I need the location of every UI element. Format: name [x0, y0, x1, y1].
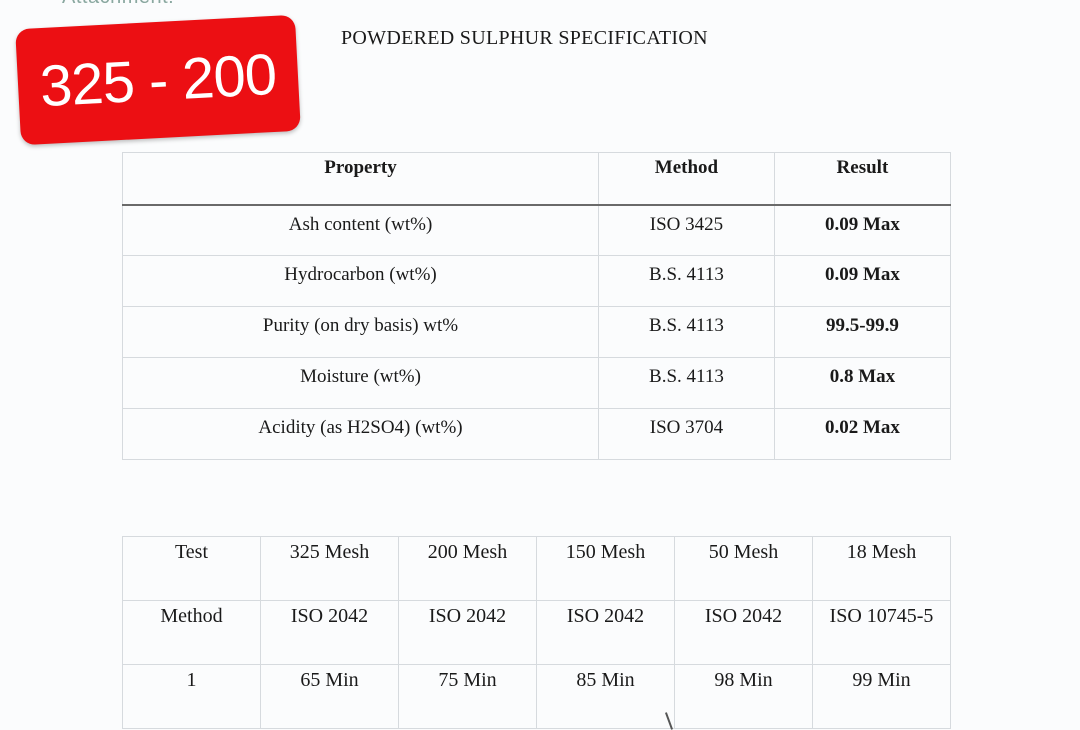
method-cell: B.S. 4113	[598, 357, 775, 409]
method-cell: B.S. 4113	[598, 306, 775, 358]
mesh-cell: 200 Mesh	[398, 536, 537, 601]
mesh-cell: 65 Min	[260, 664, 399, 729]
table-row: Moisture (wt%) B.S. 4113 0.8 Max	[121, 357, 952, 409]
table-row: Ash content (wt%) ISO 3425 0.09 Max	[121, 204, 952, 256]
row-label-cell: Method	[122, 600, 261, 665]
row-label-cell: Test	[122, 536, 261, 601]
mesh-cell: 18 Mesh	[812, 536, 951, 601]
mesh-cell: 50 Mesh	[674, 536, 813, 601]
mesh-cell: 85 Min	[536, 664, 675, 729]
badge-text: 325 - 200	[38, 41, 278, 119]
mesh-cell: ISO 2042	[674, 600, 813, 665]
mesh-cell: 98 Min	[674, 664, 813, 729]
row-label-cell: 1	[122, 664, 261, 729]
property-cell: Acidity (as H2SO4) (wt%)	[121, 408, 600, 460]
mesh-cell: 325 Mesh	[260, 536, 399, 601]
result-cell: 0.02 Max	[773, 408, 952, 460]
mesh-row-test: Test 325 Mesh 200 Mesh 150 Mesh 50 Mesh …	[122, 536, 951, 601]
method-cell: B.S. 4113	[598, 255, 775, 307]
header-method: Method	[598, 152, 775, 206]
mesh-cell: ISO 2042	[536, 600, 675, 665]
result-cell: 99.5-99.9	[773, 306, 952, 358]
mesh-cell: 99 Min	[812, 664, 951, 729]
result-cell: 0.09 Max	[773, 255, 952, 307]
mesh-cell: 150 Mesh	[536, 536, 675, 601]
property-cell: Moisture (wt%)	[121, 357, 600, 409]
table-row: Purity (on dry basis) wt% B.S. 4113 99.5…	[121, 306, 952, 358]
property-cell: Ash content (wt%)	[121, 204, 600, 256]
method-cell: ISO 3425	[598, 204, 775, 256]
mesh-cell: ISO 2042	[398, 600, 537, 665]
mesh-row-values: 1 65 Min 75 Min 85 Min 98 Min 99 Min	[122, 664, 951, 729]
specification-table: Property Method Result Ash content (wt%)…	[121, 152, 952, 460]
attachment-label: Attachment:	[62, 0, 174, 9]
method-cell: ISO 3704	[598, 408, 775, 460]
result-cell: 0.09 Max	[773, 204, 952, 256]
mesh-cell: ISO 2042	[260, 600, 399, 665]
mesh-size-table: Test 325 Mesh 200 Mesh 150 Mesh 50 Mesh …	[122, 536, 951, 729]
table-row: Acidity (as H2SO4) (wt%) ISO 3704 0.02 M…	[121, 408, 952, 460]
mesh-cell: ISO 10745-5	[812, 600, 951, 665]
mesh-cell: 75 Min	[398, 664, 537, 729]
mesh-badge: 325 - 200	[15, 14, 301, 146]
spec-header-row: Property Method Result	[121, 152, 952, 206]
document-title: POWDERED SULPHUR SPECIFICATION	[341, 27, 708, 49]
header-result: Result	[773, 152, 952, 206]
result-cell: 0.8 Max	[773, 357, 952, 409]
property-cell: Hydrocarbon (wt%)	[121, 255, 600, 307]
property-cell: Purity (on dry basis) wt%	[121, 306, 600, 358]
mesh-row-method: Method ISO 2042 ISO 2042 ISO 2042 ISO 20…	[122, 600, 951, 665]
header-property: Property	[121, 152, 600, 206]
table-row: Hydrocarbon (wt%) B.S. 4113 0.09 Max	[121, 255, 952, 307]
